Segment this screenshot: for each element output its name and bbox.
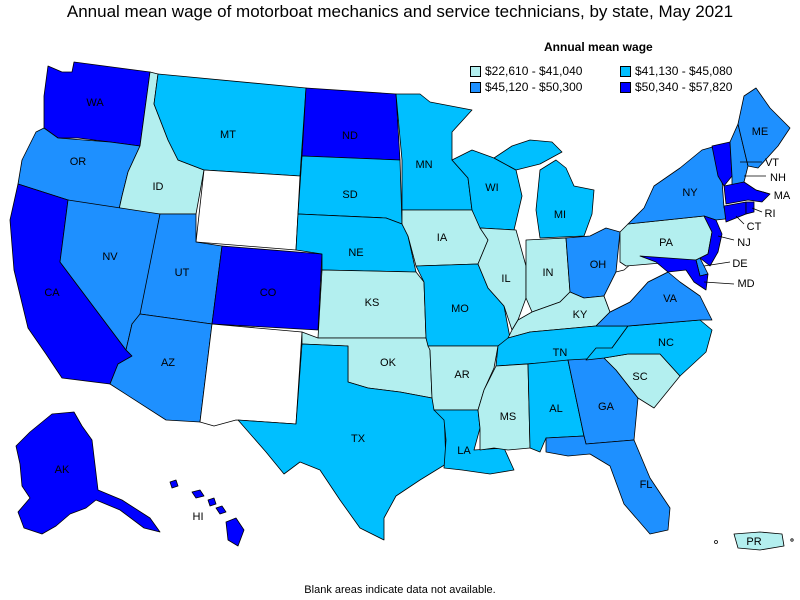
state-label-ut: UT	[175, 267, 190, 279]
state-label-ct: CT	[747, 221, 762, 233]
legend-swatch	[470, 81, 481, 93]
state-mi[interactable]	[535, 159, 595, 239]
state-ri[interactable]	[745, 201, 755, 215]
legend-label: $41,130 - $45,080	[635, 64, 733, 78]
state-label-ne: NE	[348, 247, 363, 259]
state-ct[interactable]	[723, 201, 747, 223]
leader-line-de	[703, 261, 731, 267]
state-nc[interactable]	[585, 319, 713, 377]
state-label-ky: KY	[573, 309, 588, 321]
legend-swatch	[620, 81, 631, 93]
legend-swatch	[620, 65, 631, 77]
leader-line-ct	[735, 215, 745, 225]
legend-item: $45,120 - $50,300	[470, 80, 582, 94]
state-label-sc: SC	[632, 371, 647, 383]
legend-label: $50,340 - $57,820	[635, 80, 733, 94]
state-hi[interactable]	[169, 479, 245, 547]
state-label-mt: MT	[220, 129, 236, 141]
leader-line-md	[703, 281, 735, 285]
state-label-tn: TN	[553, 347, 568, 359]
state-label-ga: GA	[598, 401, 615, 413]
footnote: Blank areas indicate data not available.	[304, 584, 496, 596]
state-label-ms: MS	[500, 411, 517, 423]
state-fl[interactable]	[545, 435, 671, 535]
state-label-ia: IA	[437, 232, 448, 244]
state-label-de: DE	[732, 258, 747, 270]
state-label-ok: OK	[380, 357, 397, 369]
state-label-ma: MA	[774, 190, 791, 202]
pr-islet	[714, 540, 718, 544]
state-label-vt: VT	[765, 157, 779, 169]
leader-line-ri	[751, 207, 763, 213]
state-me[interactable]	[737, 87, 791, 169]
state-label-ar: AR	[454, 369, 469, 381]
legend-label: $22,610 - $41,040	[485, 64, 583, 78]
state-label-mn: MN	[415, 159, 432, 171]
state-label-ny: NY	[682, 187, 698, 199]
state-label-hi: HI	[193, 511, 204, 523]
state-label-la: LA	[457, 445, 471, 457]
state-label-or: OR	[70, 156, 87, 168]
state-label-il: IL	[501, 273, 510, 285]
state-nd[interactable]	[301, 87, 401, 161]
state-label-mi: MI	[554, 209, 566, 221]
state-nj[interactable]	[699, 215, 723, 267]
legend-label: $45,120 - $50,300	[485, 80, 583, 94]
state-label-wa: WA	[86, 97, 104, 109]
state-label-ca: CA	[44, 287, 60, 299]
state-pr[interactable]	[733, 531, 785, 551]
state-label-me: ME	[752, 126, 769, 138]
state-label-oh: OH	[590, 259, 607, 271]
state-nm[interactable]	[199, 323, 303, 427]
state-label-nc: NC	[658, 337, 674, 349]
map-title: Annual mean wage of motorboat mechanics …	[66, 2, 734, 21]
leader-line-nj	[717, 235, 735, 241]
state-label-nh: NH	[770, 172, 786, 184]
legend-swatch	[470, 65, 481, 77]
legend-item: $50,340 - $57,820	[620, 80, 732, 94]
state-label-ri: RI	[765, 208, 776, 220]
legend-title: Annual mean wage	[544, 40, 653, 54]
state-vt[interactable]	[711, 141, 733, 187]
state-label-wi: WI	[485, 182, 498, 194]
leader-line-ma	[755, 189, 771, 195]
state-mi-upper[interactable]	[493, 139, 563, 171]
state-tx[interactable]	[237, 343, 447, 541]
state-label-nd: ND	[342, 130, 358, 142]
state-label-va: VA	[663, 293, 678, 305]
legend-item: $41,130 - $45,080	[620, 64, 732, 78]
state-label-co: CO	[260, 287, 277, 299]
state-label-ks: KS	[365, 297, 380, 309]
legend-item: $22,610 - $41,040	[470, 64, 582, 78]
state-ak[interactable]	[15, 411, 161, 535]
state-label-az: AZ	[161, 357, 175, 369]
state-label-ak: AK	[55, 464, 70, 476]
state-ma[interactable]	[723, 181, 771, 205]
state-label-id: ID	[153, 181, 164, 193]
state-label-fl: FL	[640, 479, 653, 491]
state-label-sd: SD	[342, 189, 357, 201]
state-label-pa: PA	[659, 237, 674, 249]
state-label-in: IN	[543, 267, 554, 279]
state-label-nj: NJ	[737, 237, 750, 249]
state-label-mo: MO	[451, 303, 469, 315]
state-mn[interactable]	[395, 93, 473, 211]
state-wi[interactable]	[451, 149, 523, 231]
state-co[interactable]	[211, 245, 323, 331]
state-wy[interactable]	[195, 169, 301, 251]
state-label-al: AL	[549, 403, 562, 415]
state-label-tx: TX	[351, 433, 366, 445]
state-label-md: MD	[737, 278, 754, 290]
state-label-nv: NV	[102, 251, 118, 263]
state-label-pr: PR	[746, 536, 761, 548]
pr-islet	[790, 538, 794, 542]
state-md[interactable]	[639, 255, 709, 291]
